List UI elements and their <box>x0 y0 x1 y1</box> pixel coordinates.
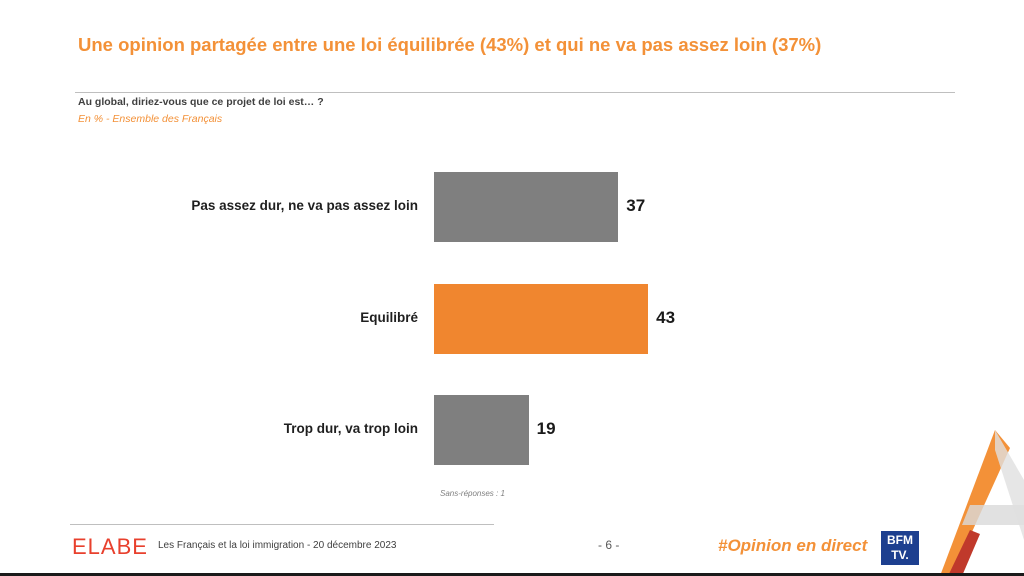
footer-divider <box>70 524 494 525</box>
value-label: 19 <box>536 419 556 438</box>
category-label: Trop dur, va trop loin <box>283 421 418 436</box>
no-answer-note: Sans-réponses : 1 <box>440 489 505 498</box>
bfmtv-logo-line: BFM <box>887 533 913 547</box>
value-label: 43 <box>656 308 676 327</box>
question-text: Au global, diriez-vous que ce projet de … <box>78 96 324 108</box>
slide-title: Une opinion partagée entre une loi équil… <box>78 34 822 55</box>
category-label: Pas assez dur, ne va pas assez loin <box>191 198 418 213</box>
elabe-logo: ELABE <box>72 534 148 560</box>
bfmtv-logo-line: TV. <box>891 548 909 562</box>
footer-caption: Les Français et la loi immigration - 20 … <box>158 540 397 551</box>
bfmtv-logo-text: BFM TV. <box>881 533 919 563</box>
category-label: Equilibré <box>360 310 418 325</box>
bar <box>434 395 529 465</box>
value-label: 37 <box>626 196 646 215</box>
hashtag-label: #Opinion en direct <box>718 536 868 555</box>
bfmtv-logo: BFM TV. <box>881 531 919 565</box>
bottom-strip <box>0 573 1024 576</box>
triangle-decoration-icon <box>940 430 1024 576</box>
elabe-logo-text: ELABE <box>72 534 148 559</box>
bar <box>434 284 649 354</box>
bar <box>434 172 619 242</box>
base-text: En % - Ensemble des Français <box>78 113 223 125</box>
title-divider <box>75 92 955 93</box>
page-number: - 6 - <box>598 538 620 552</box>
